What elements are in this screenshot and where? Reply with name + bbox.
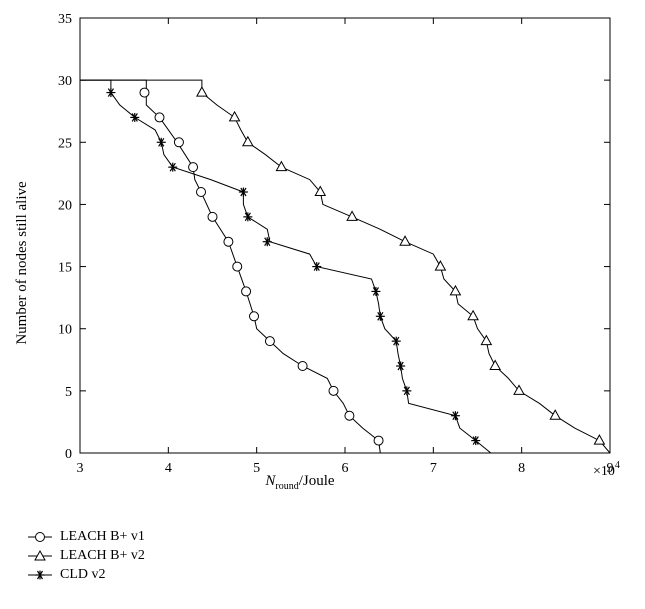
data-point-triangle — [399, 235, 411, 246]
data-point-circle — [173, 137, 184, 148]
x-tick-label: 5 — [253, 461, 260, 476]
y-tick-label: 35 — [58, 12, 72, 27]
data-point-triangle — [196, 86, 208, 97]
y-axis-label: Number of nodes still alive — [14, 181, 30, 345]
x-tick-label: 7 — [430, 461, 437, 476]
y-tick-label: 25 — [58, 136, 72, 151]
legend-label: CLD v2 — [60, 566, 106, 582]
legend-entry-leach-v1: LEACH B+ v1 — [26, 527, 145, 546]
data-point-triangle — [467, 309, 479, 321]
data-point-circle — [264, 336, 275, 347]
data-point-star — [262, 237, 272, 247]
data-point-triangle — [346, 210, 358, 221]
data-point-triangle — [489, 359, 502, 370]
data-point-triangle — [228, 110, 241, 122]
data-point-triangle — [449, 284, 462, 296]
y-tick-label: 15 — [58, 261, 72, 276]
data-point-triangle — [593, 434, 606, 445]
legend-entry-cld-v2: CLD v2 — [26, 565, 145, 584]
series-leach-b-v1 — [80, 79, 384, 454]
data-point-circle — [196, 187, 207, 197]
legend-marker-circle — [28, 531, 52, 542]
data-point-star — [243, 212, 253, 222]
y-tick-label: 20 — [58, 198, 72, 213]
line-chart: 3 4 5 6 7 8 9 0 5 10 15 20 25 30 35 Number of nodes st… — [14, 12, 620, 492]
legend-marker-triangle — [28, 549, 52, 560]
data-point-star — [156, 137, 166, 147]
legend-label: LEACH B+ v1 — [60, 528, 145, 544]
x-tick-label: 9 — [607, 461, 614, 476]
data-point-circle — [223, 236, 234, 247]
series-leach-b-v2 — [80, 79, 611, 454]
data-point-circle — [154, 112, 165, 123]
data-point-triangle — [434, 260, 447, 271]
data-point-star — [106, 88, 116, 98]
data-point-triangle — [275, 160, 288, 172]
legend-entry-leach-v2: LEACH B+ v2 — [26, 546, 145, 565]
data-point-star — [450, 411, 460, 421]
x-tick-label: 6 — [342, 461, 349, 476]
legend: LEACH B+ v1 LEACH B+ v2 CLD v2 — [26, 527, 145, 584]
data-point-star — [402, 386, 412, 396]
x-axis-multiplier: ×104 — [593, 460, 620, 479]
data-point-circle — [297, 361, 308, 371]
data-point-star — [130, 112, 140, 122]
axis-ticks: 3 4 5 6 7 8 9 0 5 10 15 20 25 30 35 — [58, 12, 614, 476]
x-axis-label: Nround/Joule — [264, 473, 335, 492]
plot-area-border — [79, 17, 611, 454]
data-point-star — [396, 361, 406, 371]
series-line — [80, 79, 611, 454]
data-point-star — [371, 286, 381, 296]
data-point-triangle — [314, 185, 327, 196]
data-point-star — [238, 187, 248, 197]
data-point-triangle — [549, 409, 562, 420]
x-tick-label: 3 — [77, 461, 84, 476]
data-point-circle — [139, 87, 150, 98]
y-tick-label: 30 — [58, 74, 72, 89]
data-point-triangle — [480, 334, 493, 346]
data-point-circle — [241, 286, 252, 297]
legend-marker-star — [28, 570, 52, 579]
series-cld-v2 — [80, 79, 492, 454]
data-point-circle — [373, 435, 384, 446]
y-tick-label: 5 — [65, 385, 72, 400]
series-line — [80, 79, 381, 454]
data-point-star — [168, 162, 178, 172]
series-line — [80, 79, 492, 454]
data-point-triangle — [513, 384, 525, 395]
data-point-circle — [232, 261, 243, 272]
y-tick-label: 10 — [58, 323, 72, 338]
x-tick-label: 4 — [165, 461, 172, 476]
data-point-star — [391, 336, 401, 346]
y-tick-label: 0 — [65, 447, 72, 462]
data-point-circle — [188, 162, 199, 173]
data-point-circle — [249, 311, 260, 322]
data-point-circle — [328, 385, 339, 396]
data-point-star — [471, 436, 481, 446]
data-point-star — [312, 262, 322, 272]
data-point-circle — [207, 211, 218, 222]
data-point-triangle — [241, 135, 254, 147]
legend-label: LEACH B+ v2 — [60, 547, 145, 563]
series-layer — [80, 79, 611, 454]
x-tick-label: 8 — [518, 461, 525, 476]
data-point-circle — [344, 410, 355, 421]
data-point-star — [375, 311, 385, 321]
plot-frame — [79, 17, 611, 454]
